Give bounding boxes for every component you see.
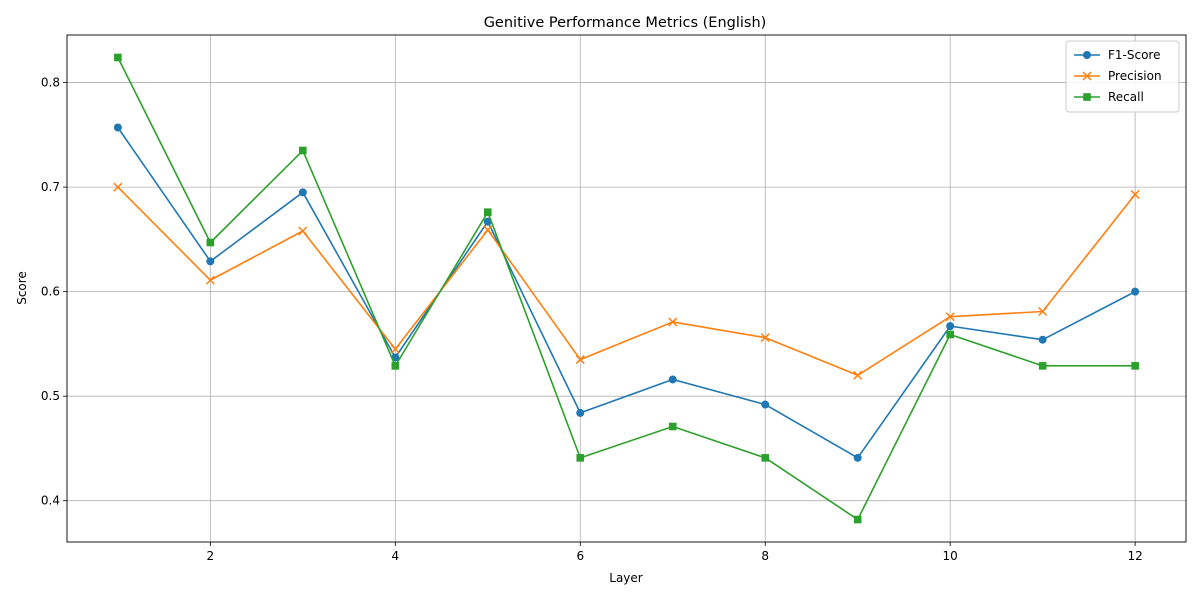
legend: F1-Score Precision Recall — [1065, 40, 1180, 113]
data-point-precision — [760, 333, 770, 343]
data-point-f1-score — [1038, 335, 1047, 344]
data-point-recall — [946, 330, 954, 339]
x-tick-label: 2 — [207, 549, 215, 563]
data-point-recall — [206, 238, 215, 247]
data-point-precision — [113, 182, 123, 192]
x-tick-label: 4 — [391, 549, 399, 563]
series-recall — [114, 53, 1139, 524]
series-line-f1-score — [117, 127, 1136, 459]
data-point-recall — [114, 53, 122, 62]
data-point-recall — [299, 146, 307, 155]
data-point-recall — [483, 208, 492, 216]
y-tick-label: 0.7 — [41, 180, 60, 194]
legend-item-f1-score: F1-Score — [1074, 48, 1160, 62]
data-point-f1-score — [668, 375, 677, 384]
y-tick-label: 0.8 — [41, 76, 60, 90]
chart-title: Genitive Performance Metrics (English) — [484, 15, 767, 31]
data-point-f1-score — [761, 400, 770, 409]
legend-label-precision: Precision — [1108, 69, 1162, 83]
data-point-recall — [576, 454, 585, 462]
data-point-recall — [1038, 362, 1047, 370]
data-point-precision — [853, 370, 863, 380]
data-point-f1-score — [946, 322, 955, 331]
series-line-recall — [117, 57, 1136, 521]
data-point-recall — [1131, 362, 1139, 370]
legend-item-recall: Recall — [1074, 90, 1144, 104]
data-point-precision — [575, 355, 585, 365]
data-point-precision — [945, 312, 955, 322]
x-tick-label: 10 — [943, 549, 958, 563]
series-lines — [113, 53, 1140, 524]
legend-item-precision: Precision — [1074, 69, 1162, 83]
series-line-precision — [117, 186, 1136, 377]
plot-frame — [66, 34, 1187, 543]
y-tick-label: 0.6 — [41, 285, 60, 299]
data-point-precision — [668, 317, 678, 327]
legend-marker-precision — [1082, 71, 1092, 81]
x-tick-label: 12 — [1127, 549, 1142, 563]
x-tick-label: 6 — [576, 549, 584, 563]
x-tick-label: 8 — [761, 549, 769, 563]
series-f1-score — [113, 123, 1140, 462]
grid — [67, 35, 1186, 542]
y-tick-label: 0.5 — [41, 389, 60, 403]
legend-marker-recall — [1083, 93, 1091, 101]
data-point-recall — [853, 515, 862, 524]
data-point-recall — [391, 362, 400, 370]
data-point-f1-score — [853, 453, 862, 462]
data-point-precision — [483, 225, 493, 235]
data-point-f1-score — [576, 408, 585, 417]
legend-box — [1065, 40, 1180, 113]
data-point-f1-score — [1131, 287, 1140, 296]
axis-ticks: 2 4 6 8 10 12 0.4 0.5 0.6 0.7 0.8 — [41, 76, 1143, 563]
legend-marker-f1-score — [1083, 51, 1091, 59]
legend-label-f1-score: F1-Score — [1108, 48, 1160, 62]
series-precision — [113, 182, 1140, 380]
data-point-precision — [390, 344, 400, 354]
data-point-f1-score — [298, 188, 307, 197]
data-point-precision — [298, 226, 308, 236]
data-point-recall — [668, 422, 677, 431]
data-point-precision — [1038, 306, 1048, 317]
data-point-precision — [1130, 189, 1140, 199]
legend-label-recall: Recall — [1108, 90, 1144, 104]
y-tick-label: 0.4 — [41, 494, 60, 508]
data-point-recall — [761, 454, 770, 462]
data-point-f1-score — [206, 257, 215, 266]
data-point-f1-score — [113, 123, 122, 132]
data-point-precision — [205, 275, 215, 285]
x-axis-label: Layer — [609, 571, 643, 585]
y-axis-label: Score — [15, 271, 29, 305]
